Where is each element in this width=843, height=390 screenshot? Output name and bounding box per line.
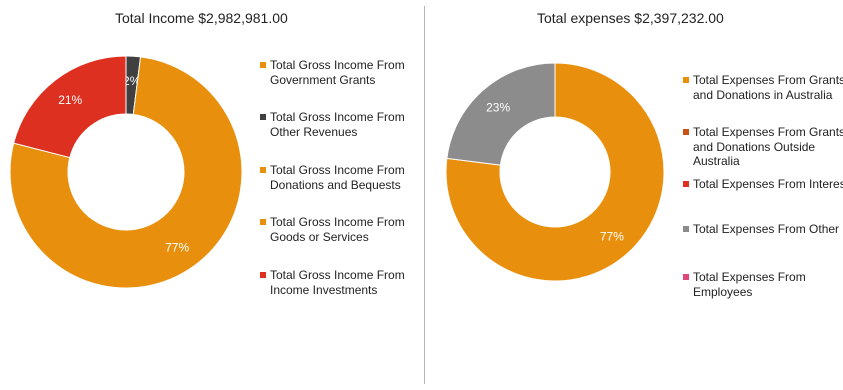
donut-slice-total-gross-income-from-goods-or-services <box>9 56 243 289</box>
legend-swatch-icon <box>260 167 266 173</box>
panel-divider <box>424 6 425 384</box>
expenses-chart-panel: Total expenses $2,397,232.00 77% 23% Tota… <box>425 0 843 390</box>
legend-label: Total Gross Income From Goods or Service… <box>270 215 405 244</box>
legend-label: Total Gross Income From Income Investmen… <box>270 268 405 297</box>
legend-label: Total Gross Income From Government Grant… <box>270 58 405 87</box>
expenses-donut-chart: 77% 23% <box>445 62 665 282</box>
legend-label: Total Expenses From Other <box>693 222 840 236</box>
legend-label: Total Gross Income From Other Revenues <box>270 110 405 139</box>
legend-swatch-icon <box>683 226 689 232</box>
legend-label: Total Expenses From Employees <box>693 270 806 299</box>
legend-label: Total Expenses From Grants and Donations… <box>693 125 843 168</box>
donut-data-label-total-gross-income-from-other-revenues: 2% <box>123 74 141 88</box>
legend-label: Total Expenses From Interest <box>693 177 843 191</box>
donut-data-label-total-expenses-from-grants-and-donations-in-australia: 77% <box>600 230 624 244</box>
legend-swatch-icon <box>260 114 266 120</box>
income-donut-chart: 2% 77% 21% <box>9 55 243 289</box>
donut-data-label-total-gross-income-from-income-investments: 21% <box>58 93 82 107</box>
legend-swatch-icon <box>683 274 689 280</box>
legend-swatch-icon <box>260 62 266 68</box>
income-chart-panel: Total Income $2,982,981.00 2% 77% 21% Tota… <box>9 10 405 297</box>
legend-swatch-icon <box>260 219 266 225</box>
donut-data-label-total-expenses-from-other: 23% <box>486 100 510 114</box>
expenses-chart-title: Total expenses $2,397,232.00 <box>537 10 724 26</box>
legend-swatch-icon <box>260 272 266 278</box>
legend-swatch-icon <box>683 129 689 135</box>
legend-swatch-icon <box>683 77 689 83</box>
legend-swatch-icon <box>683 181 689 187</box>
income-chart-title: Total Income $2,982,981.00 <box>115 10 288 26</box>
legend-label: Total Expenses From Grants and Donations… <box>693 73 843 102</box>
donut-slice-total-expenses-from-grants-and-donations-in-australia <box>445 62 665 282</box>
donut-slice-total-gross-income-from-income-investments <box>13 55 127 159</box>
donut-slice-total-expenses-from-other <box>446 62 556 166</box>
legend-label: Total Gross Income From Donations and Be… <box>270 163 405 192</box>
donut-data-label-total-gross-income-from-goods-or-services: 77% <box>165 240 189 254</box>
